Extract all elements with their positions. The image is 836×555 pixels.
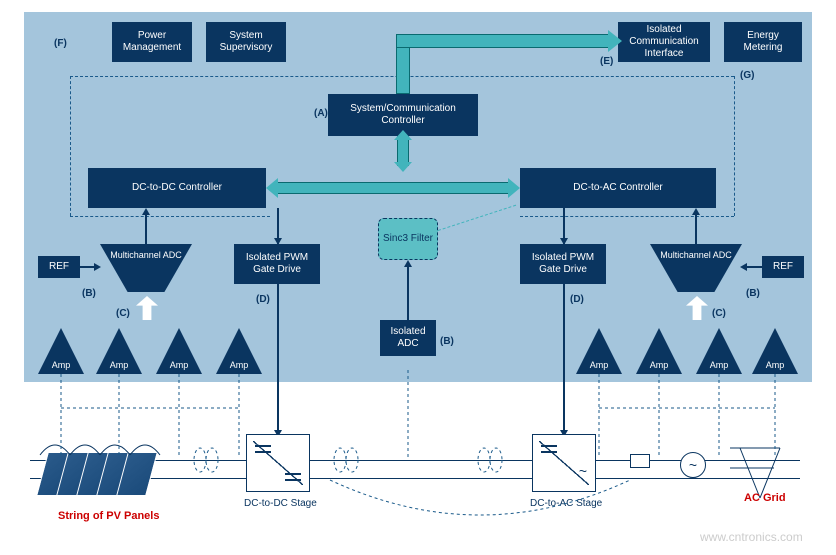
adc-up-left [145,214,147,244]
dashed-g-br [520,216,734,217]
cyan-arrow-right-head [608,30,622,52]
label-d-left: (D) [256,294,270,305]
label-a: (A) [314,108,328,119]
cyan-arrow-right-shaft [396,34,612,48]
cyan-mid-up-head [394,130,412,140]
iso-adc-up [407,266,409,320]
iso-pwm-right: Isolated PWM Gate Drive [520,244,606,284]
dashed-sense-lines [0,370,836,540]
dashed-g-bl [70,216,270,217]
ref-right: REF [762,256,804,278]
adc-up-left-head [142,208,150,215]
energy-block: Energy Metering [724,22,802,62]
isolated-adc: Isolated ADC [380,320,436,356]
ctrl-pwm-right-head [560,238,568,245]
supervisory-block: System Supervisory [206,22,286,62]
power-mgmt-block: Power Management [112,22,192,62]
label-d-right: (D) [570,294,584,305]
watermark: www.cntronics.com [700,530,803,544]
adc-up-right-head [692,208,700,215]
ref-arrow-right [746,266,762,268]
label-b-right: (B) [746,288,760,299]
dashed-g-right [734,76,735,216]
ctrl-pwm-left-head [274,238,282,245]
ref-arrow-left-head [94,263,101,271]
label-c-right: (C) [712,308,726,319]
iso-pwm-left: Isolated PWM Gate Drive [234,244,320,284]
label-b-mid: (B) [440,336,454,347]
label-e: (E) [600,56,613,67]
label-g: (G) [740,70,754,81]
iso-comm-block: Isolated Communication Interface [618,22,710,62]
cyan-horiz-right-head [508,178,520,198]
label-c-left: (C) [116,308,130,319]
ref-left: REF [38,256,80,278]
label-f: (F) [54,38,67,49]
dc-to-ac-controller: DC-to-AC Controller [520,168,716,208]
ref-arrow-right-head [740,263,747,271]
cyan-horiz-shaft [276,182,510,194]
dc-to-dc-controller: DC-to-DC Controller [88,168,266,208]
label-b-left: (B) [82,288,96,299]
cyan-horiz-left-head [266,178,278,198]
iso-adc-up-head [404,260,412,267]
adc-up-right [695,214,697,244]
dashed-g-left [70,76,71,216]
sinc3-filter: Sinc3 Filter [378,218,438,260]
cyan-mid-down-head [394,162,412,172]
